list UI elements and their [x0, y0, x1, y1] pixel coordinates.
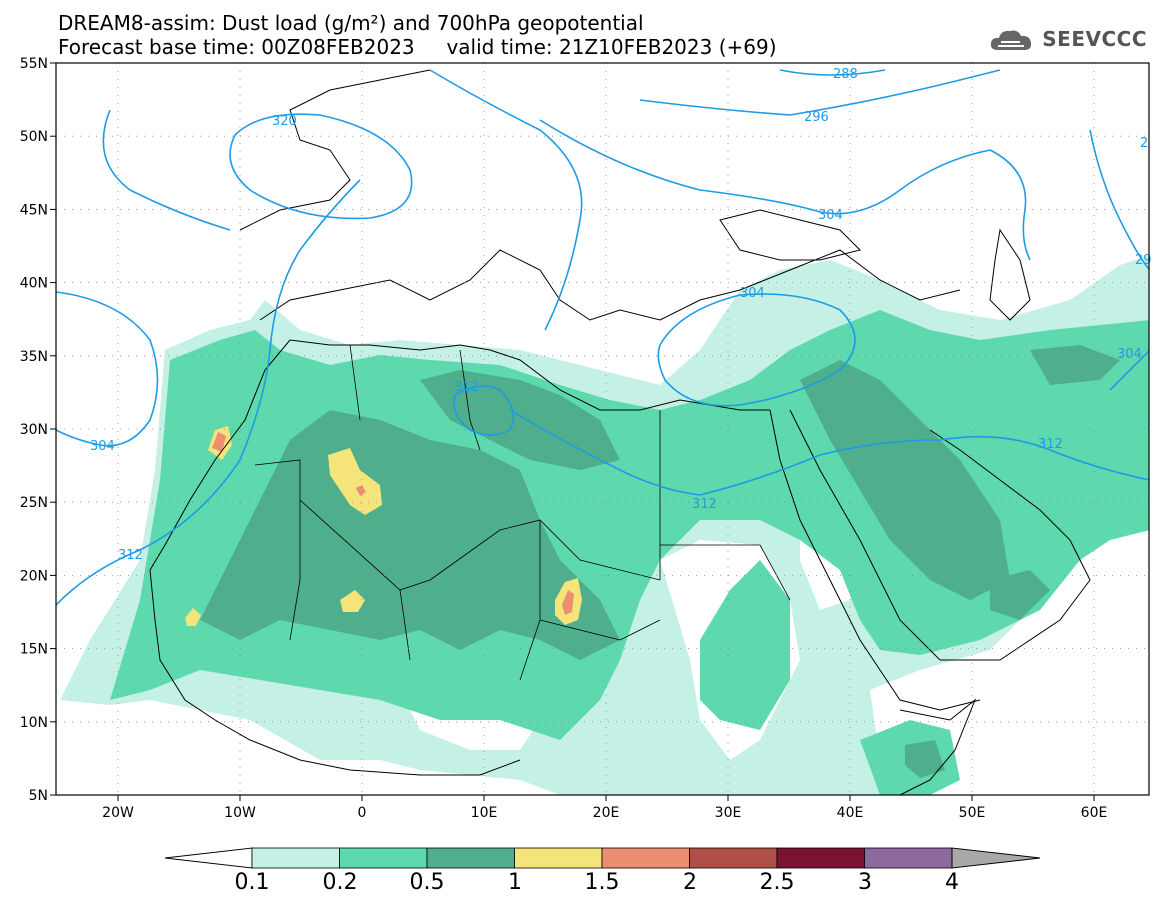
contour-label: 312 — [454, 380, 479, 395]
coastline-horn — [899, 698, 977, 795]
lat-label: 25N — [20, 495, 48, 511]
lat-label: 20N — [20, 568, 48, 584]
lat-label: 15N — [20, 642, 48, 658]
lon-label: 60E — [1081, 805, 1108, 821]
dust-area-1-5 — [212, 432, 226, 452]
contour-312-central — [453, 385, 1149, 496]
longitude-labels: 20W 10W 0 10E 20E 30E 40E 50E 60E — [102, 805, 1107, 821]
contour-label: 304 — [818, 208, 843, 223]
lon-label: 10E — [471, 805, 498, 821]
lat-label: 50N — [20, 129, 48, 145]
cloud-icon — [991, 30, 1032, 50]
graticule — [50, 62, 1149, 801]
contour-296 — [639, 69, 1001, 116]
contour-label: 312 — [692, 497, 717, 512]
contour-label: 288 — [833, 67, 858, 82]
lat-label: 45N — [20, 202, 48, 218]
contour-label: 312 — [1038, 437, 1063, 452]
lat-label: 5N — [29, 788, 48, 804]
legend-label: 0.1 — [234, 870, 270, 895]
legend-label: 4 — [945, 870, 959, 895]
legend-label: 3 — [858, 870, 872, 895]
lon-label: 30E — [715, 805, 742, 821]
dust-area-1 — [328, 448, 382, 515]
contour-label: 320 — [272, 114, 297, 129]
legend-label: 0.2 — [322, 870, 358, 895]
color-legend — [164, 847, 1041, 869]
lat-label: 35N — [20, 349, 48, 365]
lon-label: 0 — [358, 805, 367, 821]
contour-304-west — [56, 291, 159, 447]
dust-area-1 — [340, 590, 365, 612]
dust-field — [60, 255, 1149, 795]
contour-320 — [229, 113, 413, 220]
dust-area-0-5 — [1030, 345, 1120, 385]
lat-label: 10N — [20, 715, 48, 731]
title-line-2: Forecast base time: 00Z08FEB2023 valid t… — [58, 35, 777, 59]
dust-area-0-5 — [800, 360, 1010, 600]
legend-swatch — [426, 847, 515, 869]
contour-312-west — [56, 179, 361, 606]
contour-label: 296 — [804, 110, 829, 125]
dust-area-0-5 — [990, 570, 1050, 620]
coastline-arabia — [789, 409, 1091, 661]
coastline-black-sea — [719, 209, 861, 261]
latitude-labels: 55N 50N 45N 40N 35N 30N 25N 20N 15N 10N 5N — [20, 56, 48, 804]
dust-area-1-5 — [562, 590, 574, 615]
legend-label: 1.5 — [584, 870, 620, 895]
logo-text: SEEVCCC — [1042, 27, 1147, 51]
coastline-europe — [239, 69, 961, 321]
lat-label: 55N — [20, 56, 48, 72]
lat-label: 30N — [20, 422, 48, 438]
legend-label: 2 — [683, 870, 697, 895]
legend-arrow-high — [951, 847, 1041, 869]
map-frame — [55, 62, 1150, 796]
lon-label: 50E — [959, 805, 986, 821]
legend-swatch — [339, 847, 428, 869]
dust-area-0-5 — [200, 410, 620, 660]
seevccc-logo: SEEVCCC — [988, 26, 1147, 52]
contour-304-turkey — [657, 293, 856, 407]
coastline-north-africa — [289, 339, 770, 411]
contour-label: 304 — [90, 439, 115, 454]
dust-area-1 — [185, 608, 201, 626]
legend-swatch — [601, 847, 690, 869]
legend-label: 2.5 — [759, 870, 795, 895]
legend-label: 1 — [508, 870, 522, 895]
dust-area-0-5 — [420, 370, 620, 470]
contour-label: 312 — [118, 548, 143, 563]
legend-swatch — [251, 847, 340, 869]
contour-labels: 288 296 320 304 304 312 304 312 312 312 … — [90, 67, 1152, 563]
legend-arrow-low — [164, 847, 253, 869]
contour-label: 2 — [1140, 136, 1148, 151]
contour-288 — [779, 69, 886, 76]
legend-swatch — [514, 847, 603, 869]
contour-304-east — [1089, 129, 1149, 391]
lon-label: 40E — [837, 805, 864, 821]
lon-label: 20W — [102, 805, 134, 821]
dust-area-0-5 — [905, 740, 945, 778]
lat-label: 40N — [20, 276, 48, 292]
legend-swatch — [776, 847, 865, 869]
contour-label: 304 — [740, 286, 765, 301]
legend-swatch — [689, 847, 778, 869]
contour-label: 304 — [1117, 347, 1142, 362]
legend-label: 0.5 — [409, 870, 445, 895]
contour-304-central — [102, 69, 1031, 331]
dust-area-1-5 — [356, 485, 366, 496]
contour-label: 29 — [1135, 253, 1152, 268]
legend-swatch — [864, 847, 953, 869]
border-lines — [254, 344, 791, 681]
coastline-west-africa — [149, 339, 521, 776]
geopotential-contours — [56, 69, 1149, 606]
title-line-1: DREAM8-assim: Dust load (g/m²) and 700hP… — [58, 11, 644, 35]
dust-area-0-2 — [700, 560, 790, 730]
coastline-caspian — [989, 228, 1031, 321]
lon-label: 20E — [593, 805, 620, 821]
lon-label: 10W — [224, 805, 256, 821]
